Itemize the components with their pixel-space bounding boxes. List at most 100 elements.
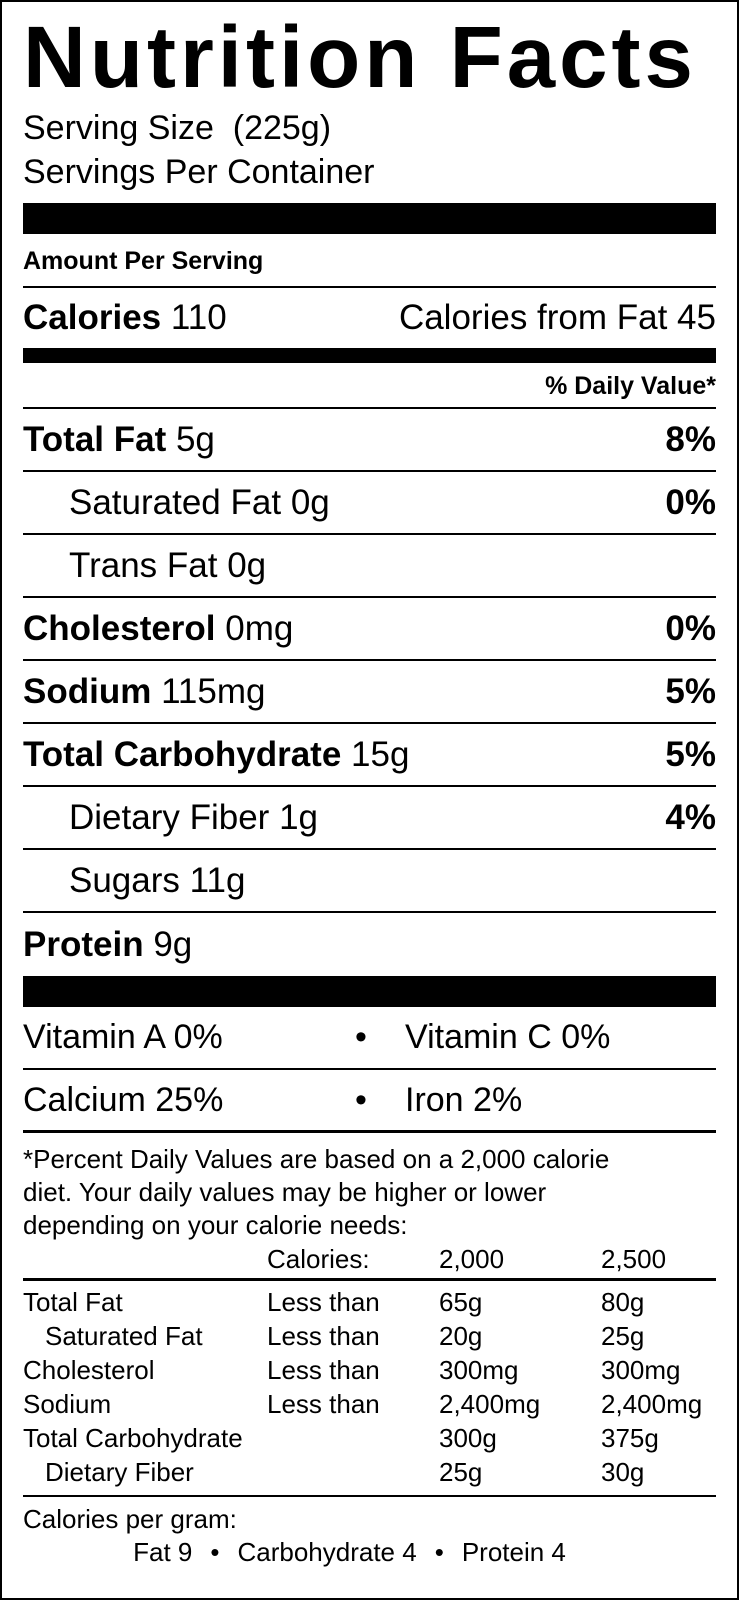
cell: Dietary Fiber (45, 1457, 194, 1487)
cell: Less than (267, 1355, 380, 1385)
iron: Iron 2% (405, 1080, 523, 1119)
nutrient-row-trans-fat: Trans Fat 0g (23, 535, 716, 598)
nutrient-amount: 0g (290, 482, 330, 522)
table-row: Total Fat Less than 65g 80g (23, 1285, 716, 1319)
nutrient-amount: 0g (227, 545, 267, 585)
medium-divider (23, 348, 716, 363)
nutrient-row-sugars: Sugars 11g (23, 850, 716, 913)
nutrient-row-total-carbohydrate: Total Carbohydrate 15g 5% (23, 724, 716, 787)
amount-per-serving: Amount Per Serving (23, 234, 716, 288)
cell: Calories: (267, 1244, 370, 1274)
nutrient-dv: 5% (665, 734, 716, 774)
table-row: Sodium Less than 2,400mg 2,400mg (23, 1387, 716, 1421)
dv-table-header: Calories: 2,000 2,500 (23, 1242, 716, 1281)
nutrient-dv: 8% (665, 419, 716, 459)
nutrient-label: Dietary Fiber (69, 797, 270, 837)
cell: 2,400mg (439, 1389, 541, 1419)
table-row: Saturated Fat Less than 20g 25g (23, 1319, 716, 1353)
cell: Less than (267, 1389, 380, 1419)
fat-per-gram: Fat 9 (133, 1537, 193, 1567)
calories-value: 110 (170, 298, 227, 337)
vitamin-c: Vitamin C 0% (405, 1018, 611, 1056)
carbohydrate-per-gram: Carbohydrate 4 (237, 1537, 417, 1567)
nutrient-amount: 5g (175, 419, 215, 459)
thick-divider (23, 203, 716, 234)
cell: Saturated Fat (45, 1321, 203, 1351)
calories-row: Calories 110 Calories from Fat 45 (23, 288, 716, 348)
cell: 2,000 (439, 1244, 505, 1274)
title: Nutrition Facts (23, 9, 697, 106)
calories-per-gram-label: Calories per gram: (23, 1504, 237, 1534)
cell (267, 1421, 439, 1455)
vitamin-a: Vitamin A 0% (23, 1018, 223, 1056)
nutrient-row-protein: Protein 9g (23, 913, 716, 976)
protein-per-gram: Protein 4 (461, 1537, 566, 1567)
cell: Less than (267, 1321, 380, 1351)
calories-from-fat: Calories from Fat 45 (398, 298, 716, 337)
servings-per-container: Servings Per Container (23, 153, 375, 191)
nutrient-amount: 9g (153, 924, 193, 964)
cell: 2,500 (601, 1244, 667, 1274)
cell: 65g (439, 1287, 483, 1317)
cell: 300mg (601, 1355, 681, 1385)
table-row: Cholesterol Less than 300mg 300mg (23, 1353, 716, 1387)
cell: Less than (267, 1287, 380, 1317)
table-row: Total Carbohydrate 300g 375g (23, 1421, 716, 1455)
cell: Total Fat (23, 1287, 123, 1317)
calories-label: Calories (23, 298, 162, 337)
footnote-line: *Percent Daily Values are based on a 2,0… (23, 1144, 610, 1174)
vitamin-row: Vitamin A 0% • Vitamin C 0% (23, 1007, 716, 1070)
cell: 375g (601, 1423, 659, 1453)
nutrient-dv: 4% (665, 797, 716, 837)
nutrient-dv: 0% (665, 482, 716, 522)
vitamin-row: Calcium 25% • Iron 2% (23, 1070, 716, 1133)
nutrient-label: Trans Fat (69, 545, 218, 585)
nutrient-row-sodium: Sodium 115mg 5% (23, 661, 716, 724)
daily-value-header: % Daily Value* (23, 363, 716, 409)
calories-per-gram-values: Fat 9 • Carbohydrate 4 • Protein 4 (23, 1536, 716, 1569)
nutrient-label: Cholesterol (23, 608, 216, 648)
cell: Sodium (23, 1389, 112, 1419)
nutrient-amount: 115mg (161, 671, 266, 711)
footnote-line: depending on your calorie needs: (23, 1210, 408, 1240)
nutrient-label: Protein (23, 924, 144, 964)
nutrient-row-dietary-fiber: Dietary Fiber 1g 4% (23, 787, 716, 850)
cell: 80g (601, 1287, 645, 1317)
nutrient-amount: 0mg (225, 608, 294, 648)
nutrient-dv: 5% (665, 671, 716, 711)
calcium: Calcium 25% (23, 1080, 224, 1119)
cell: 20g (439, 1321, 483, 1351)
nutrient-dv: 0% (665, 608, 716, 648)
table-row: Dietary Fiber 25g 30g (23, 1455, 716, 1489)
thick-divider (23, 976, 716, 1007)
nutrient-row-saturated-fat: Saturated Fat 0g 0% (23, 472, 716, 535)
cell: 2,400mg (601, 1389, 703, 1419)
nutrient-label: Sugars (69, 860, 180, 900)
bullet-icon: • (434, 1537, 444, 1567)
bullet-icon: • (210, 1537, 220, 1567)
nutrient-label: Saturated Fat (69, 482, 282, 522)
dv-table-body: Total Fat Less than 65g 80g Saturated Fat Le… (23, 1285, 716, 1497)
bullet-icon: • (355, 1018, 367, 1056)
nutrient-amount: 1g (279, 797, 318, 837)
nutrient-row-total-fat: Total Fat 5g 8% (23, 409, 716, 472)
nutrient-amount: 11g (189, 860, 246, 900)
cell (267, 1455, 439, 1489)
nutrient-row-cholesterol: Cholesterol 0mg 0% (23, 598, 716, 661)
serving-size: Serving Size (225g) (23, 109, 332, 147)
cell: 25g (601, 1321, 645, 1351)
cell (23, 1242, 267, 1276)
nutrient-amount: 15g (351, 734, 410, 774)
nutrient-label: Total Fat (23, 419, 167, 459)
nutrient-label: Total Carbohydrate (23, 734, 342, 774)
cell: 30g (601, 1457, 645, 1487)
nutrient-label: Sodium (23, 671, 152, 711)
cell: Total Carbohydrate (23, 1423, 243, 1453)
bullet-icon: • (355, 1080, 367, 1119)
cell: Cholesterol (23, 1355, 155, 1385)
footnote: *Percent Daily Values are based on a 2,0… (23, 1133, 716, 1242)
cell: 25g (439, 1457, 483, 1487)
footnote-line: diet. Your daily values may be higher or… (23, 1177, 547, 1207)
cell: 300mg (439, 1355, 519, 1385)
